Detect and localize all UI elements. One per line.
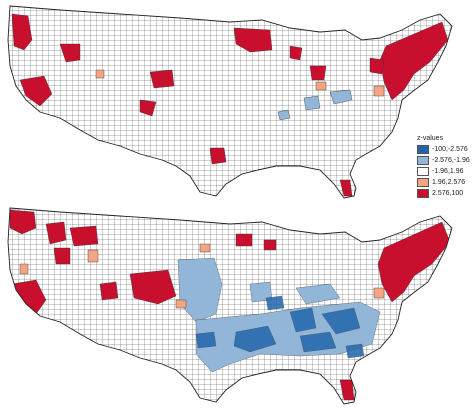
hotspots-top xyxy=(11,13,449,197)
legend-swatch xyxy=(417,156,429,165)
legend-label: -1.96,1.96 xyxy=(432,168,464,175)
legend-swatch xyxy=(417,145,429,154)
map-top xyxy=(7,5,453,199)
us-land-top xyxy=(7,5,453,199)
legend-label: 1.96,2.576 xyxy=(432,179,466,186)
legend-swatch xyxy=(417,167,429,176)
legend-label: 2.576,100 xyxy=(432,190,464,197)
legend-item: 1.96,2.576 xyxy=(417,177,474,188)
legend: z-values -100,-2.576 -2.576,-1.96 -1.96,1.… xyxy=(417,135,474,199)
coldspots-top xyxy=(277,89,353,121)
legend-item: -2.576,-1.96 xyxy=(417,155,474,166)
legend-item: 2.576,100 xyxy=(417,188,474,199)
hotspots-bottom xyxy=(9,209,451,401)
legend-item: -1.96,1.96 xyxy=(417,166,474,177)
legend-label: -100,-2.576 xyxy=(432,146,468,153)
legend-swatch xyxy=(417,178,429,187)
us-land-bottom xyxy=(7,207,453,405)
legend-label: -2.576,-1.96 xyxy=(432,157,470,164)
map-bottom xyxy=(7,207,453,405)
legend-items: -100,-2.576 -2.576,-1.96 -1.96,1.96 1.96,2.… xyxy=(417,144,474,199)
legend-title: z-values xyxy=(417,135,444,142)
legend-item: -100,-2.576 xyxy=(417,144,474,155)
coldspots-dark-bottom xyxy=(195,295,365,359)
warmspots-bottom xyxy=(19,243,385,309)
legend-swatch xyxy=(417,189,429,198)
warmspots-top xyxy=(95,69,385,97)
